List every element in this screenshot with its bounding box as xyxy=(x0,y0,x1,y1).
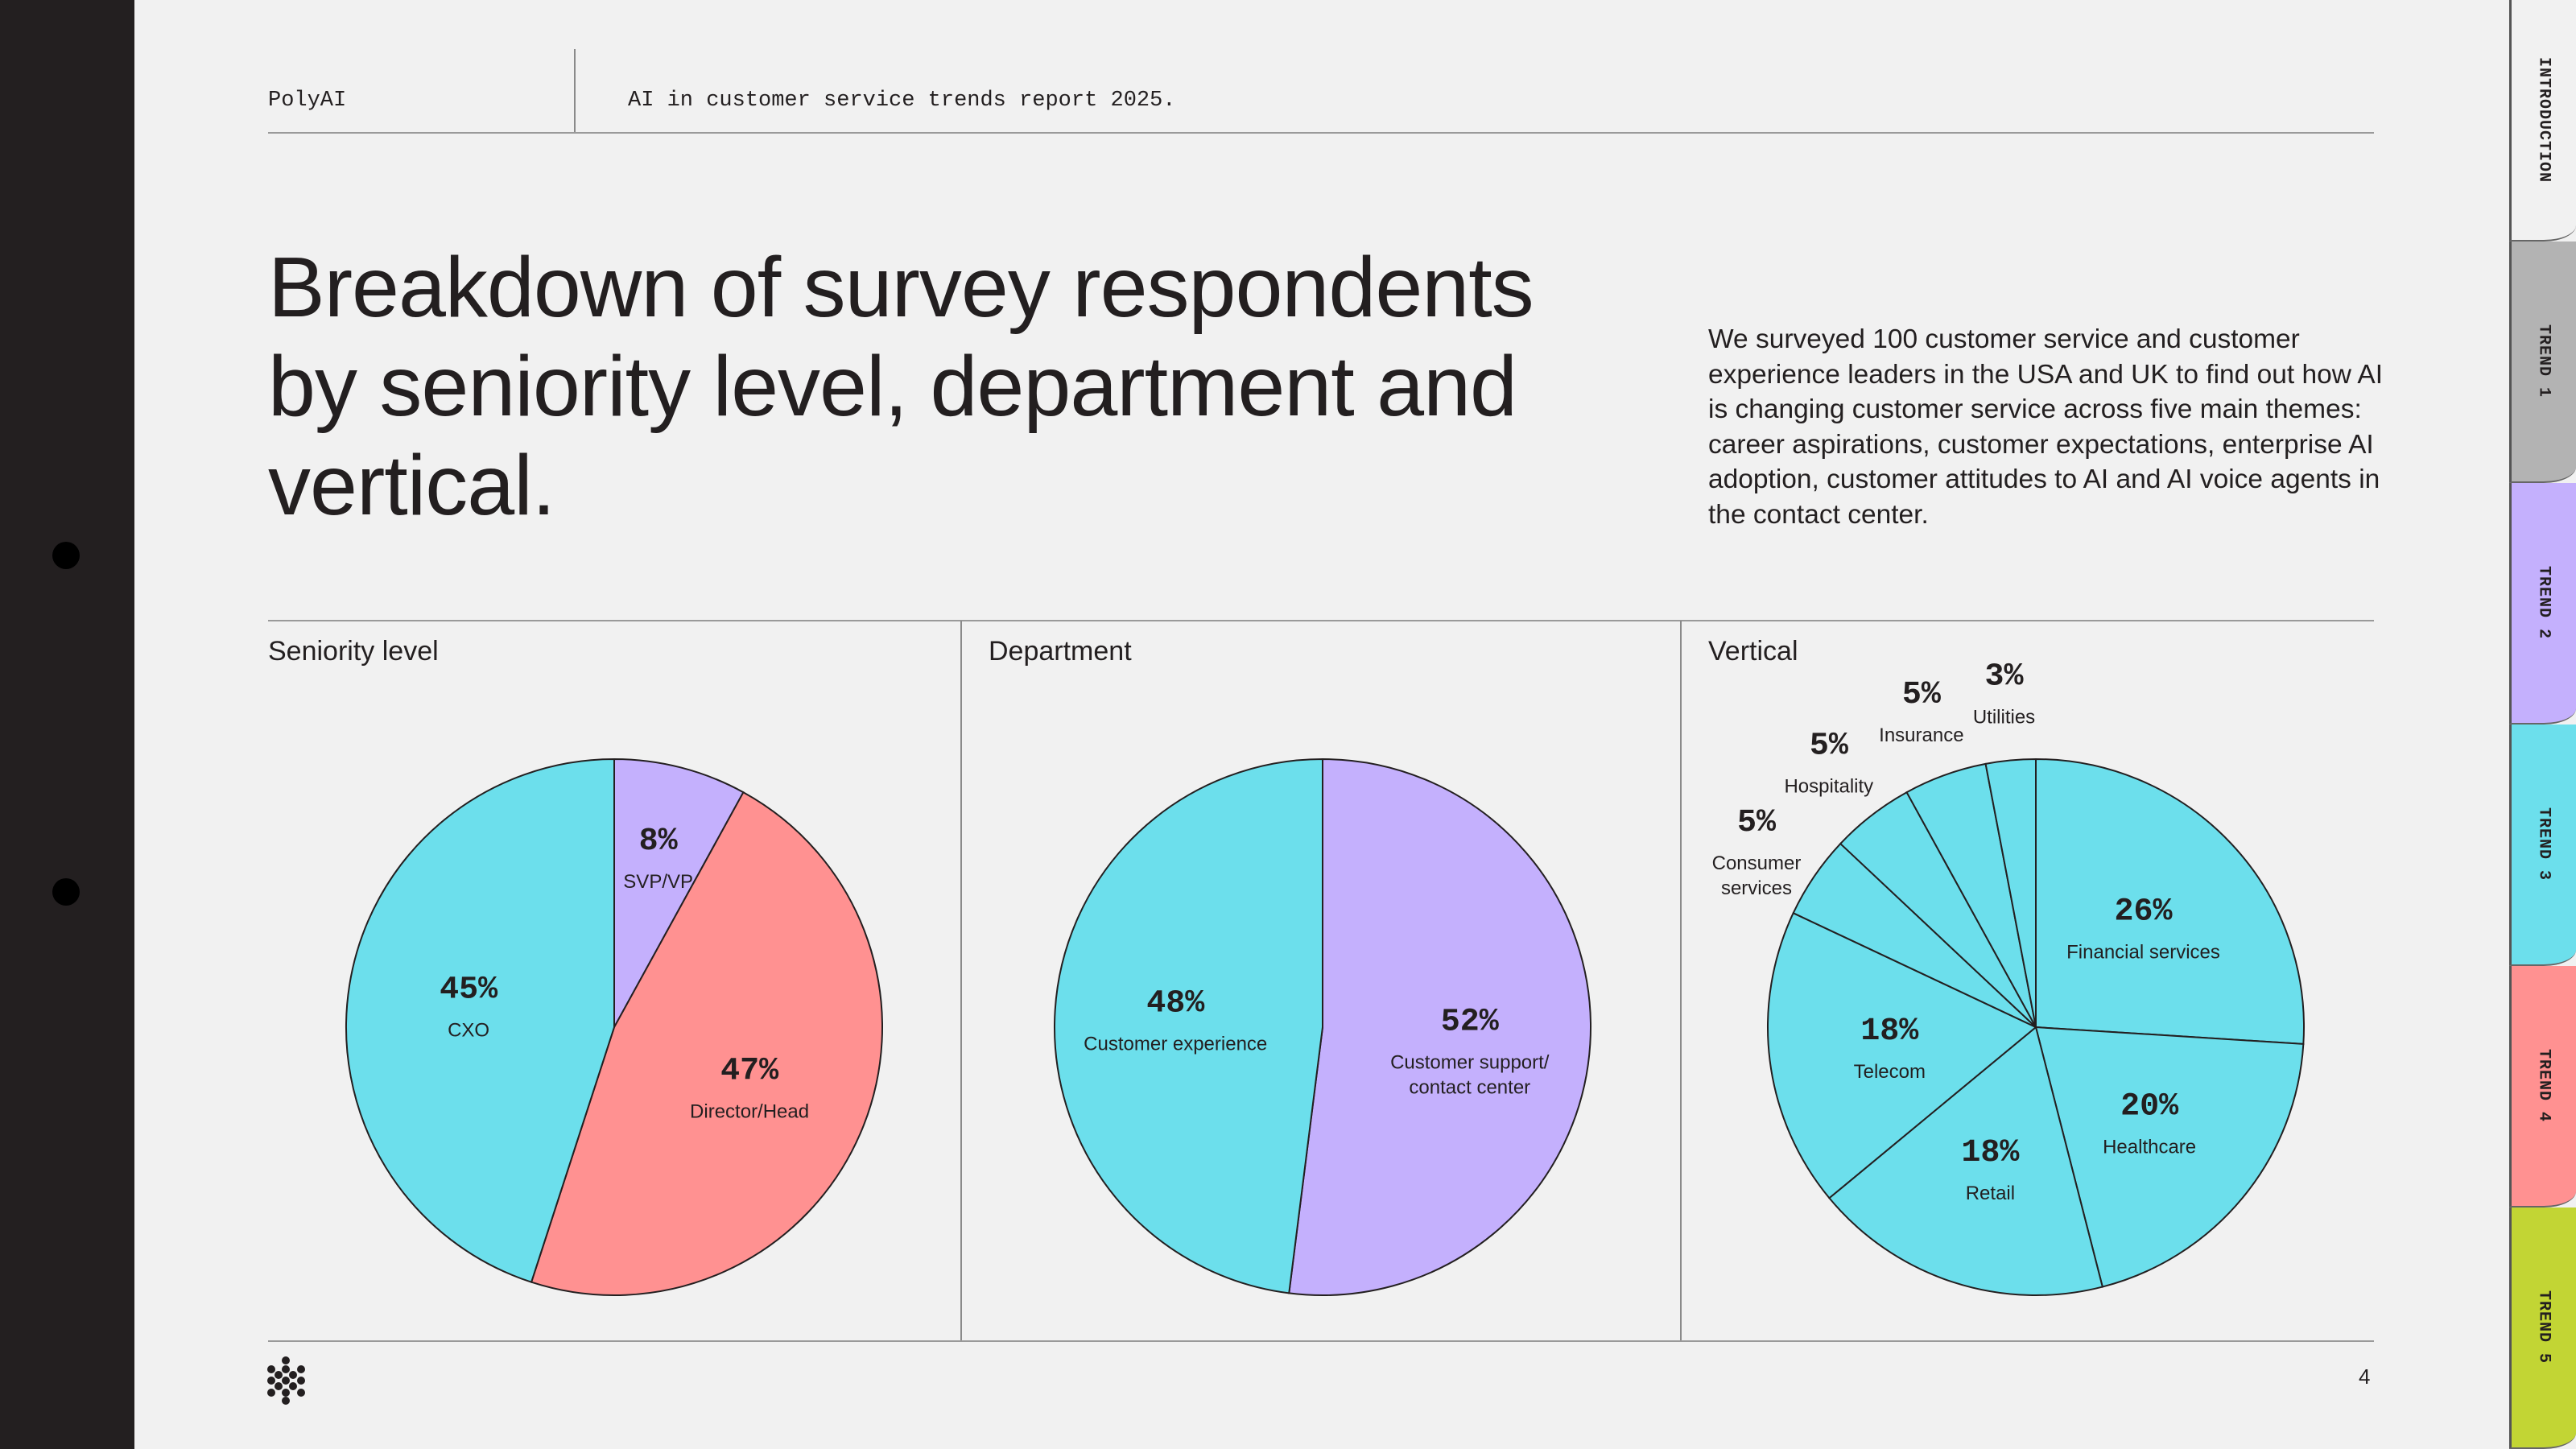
binder-hole xyxy=(52,542,80,569)
slice-category-label: SVP/VP xyxy=(623,871,693,893)
vertical-pie-slice xyxy=(1828,1026,2104,1296)
section-rule-bottom xyxy=(268,1340,2374,1342)
slice-percent-label: 3% xyxy=(1985,658,2025,695)
column-divider xyxy=(1680,621,1682,1340)
slice-percent-label: 45% xyxy=(440,972,498,1008)
slice-percent-label: 48% xyxy=(1146,985,1205,1022)
tab-label: TREND 2 xyxy=(2534,566,2553,640)
slice-category-label: Telecom xyxy=(1854,1061,1926,1083)
binder-hole xyxy=(52,878,80,906)
slice-category-label: Retail xyxy=(1966,1183,2015,1204)
seniority-chart-title: Seniority level xyxy=(268,636,439,667)
slice-category-label: CXO xyxy=(448,1019,489,1041)
slice-category-label: Customer support/contact center xyxy=(1390,1052,1550,1099)
tab-label: TREND 4 xyxy=(2534,1049,2553,1123)
slice-category-label: Customer experience xyxy=(1084,1033,1267,1055)
slice-percent-label: 8% xyxy=(639,824,679,860)
slice-category-label: Utilities xyxy=(1973,706,2035,728)
slice-category-label: Director/Head xyxy=(690,1101,809,1123)
slice-category-label: Consumer services xyxy=(1712,852,1802,899)
slice-category-label: Healthcare xyxy=(2103,1137,2196,1158)
page-number: 4 xyxy=(2359,1364,2371,1389)
intro-paragraph: We surveyed 100 customer service and cus… xyxy=(1708,324,2384,530)
department-pie-slice xyxy=(1054,758,1323,1294)
seniority-pie-slice xyxy=(345,758,615,1283)
slice-percent-label: 52% xyxy=(1441,1005,1500,1041)
slice-category-label: Financial services xyxy=(2066,942,2220,964)
slice-percent-label: 20% xyxy=(2120,1089,2179,1125)
department-pie-slice xyxy=(1288,758,1591,1296)
slice-percent-label: 47% xyxy=(720,1054,779,1090)
header-divider xyxy=(574,49,576,133)
brand-name: PolyAI xyxy=(268,89,347,113)
tab-trend-4[interactable]: TREND 4 xyxy=(2509,966,2576,1208)
slice-percent-label: 18% xyxy=(1860,1013,1919,1050)
column-divider xyxy=(960,621,962,1340)
vertical-pie-slice xyxy=(2035,758,2305,1045)
tab-trend-3[interactable]: TREND 3 xyxy=(2509,724,2576,966)
slice-category-label: Hospitality xyxy=(1784,775,1873,797)
section-rule-top xyxy=(268,620,2374,621)
tab-trend-5[interactable]: TREND 5 xyxy=(2509,1208,2576,1449)
slice-percent-label: 18% xyxy=(1961,1135,2020,1171)
left-binder-strip xyxy=(0,0,134,1449)
tab-label: TREND 5 xyxy=(2534,1290,2553,1364)
vertical-pie-slice xyxy=(1767,911,2037,1199)
tab-label: TREND 1 xyxy=(2534,324,2553,398)
tab-trend-1[interactable]: TREND 1 xyxy=(2509,242,2576,483)
slice-percent-label: 5% xyxy=(1737,805,1777,841)
tab-label: TREND 3 xyxy=(2534,807,2553,881)
seniority-pie-slice xyxy=(530,791,883,1296)
vertical-chart-title: Vertical xyxy=(1708,636,1798,667)
slice-percent-label: 26% xyxy=(2115,894,2174,931)
section-tabs: INTRODUCTION TREND 1 TREND 2 TREND 3 TRE… xyxy=(2509,0,2576,1449)
tab-label: INTRODUCTION xyxy=(2534,56,2553,184)
page-title: Breakdown of survey respondents by senio… xyxy=(268,240,1534,533)
vertical-pie-slice xyxy=(2034,1026,2305,1288)
header-rule xyxy=(268,132,2374,134)
slice-category-label: Insurance xyxy=(1879,724,1963,746)
tab-introduction[interactable]: INTRODUCTION xyxy=(2509,0,2576,242)
seniority-pie-slice xyxy=(613,758,745,1028)
slice-percent-label: 5% xyxy=(1902,677,1942,713)
vertical-pie-slice xyxy=(1984,758,2037,1028)
tab-trend-2[interactable]: TREND 2 xyxy=(2509,483,2576,724)
report-title: AI in customer service trends report 202… xyxy=(628,89,1176,113)
department-chart-title: Department xyxy=(989,636,1132,667)
slice-percent-label: 5% xyxy=(1810,728,1849,764)
